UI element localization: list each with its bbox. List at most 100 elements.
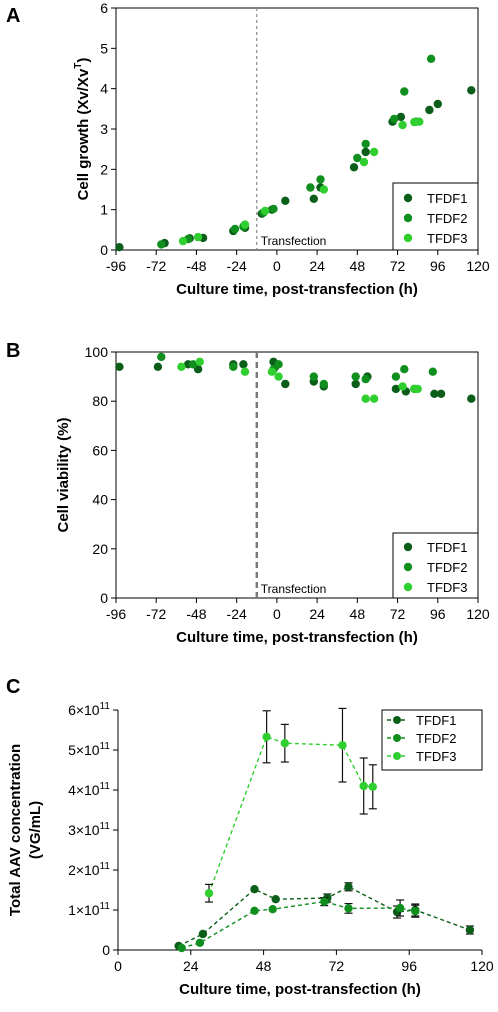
data-point	[262, 732, 271, 741]
legend-marker	[403, 193, 413, 203]
panel-label-c: C	[6, 676, 20, 698]
data-point	[157, 240, 166, 249]
data-point	[425, 105, 434, 115]
chart-panel-b: -96 -72 -48 -24 0 24 48 72 96 120 0 20 40 60 80 100 Cult…	[55, 344, 490, 646]
y-tick-mantissa: 5×10	[68, 742, 100, 758]
y-tick-exponent: 11	[100, 741, 111, 752]
y-tick-label: 3×1011	[68, 821, 110, 838]
y-tick-exponent: 11	[100, 701, 111, 712]
data-point	[250, 885, 259, 894]
legend-marker	[403, 542, 413, 552]
data-point	[229, 362, 238, 371]
x-tick-label: -96	[106, 606, 126, 622]
y-tick-exponent: 11	[100, 901, 111, 912]
y-tick-label: 80	[92, 393, 108, 409]
data-point	[269, 204, 278, 214]
x-tick-label: 48	[256, 958, 272, 974]
series-tfdf2	[177, 896, 420, 953]
data-point	[465, 925, 475, 935]
data-point	[369, 147, 379, 157]
data-point	[261, 206, 270, 216]
y-tick-exponent: 11	[100, 781, 111, 792]
y-tick-label: 5×1011	[68, 741, 110, 758]
x-tick-label: -72	[146, 258, 166, 274]
data-point	[274, 372, 283, 381]
x-tick-label: 24	[309, 606, 325, 622]
data-point	[239, 360, 248, 369]
data-point	[271, 895, 280, 904]
data-point	[368, 782, 377, 791]
data-point	[195, 357, 204, 366]
x-axis-label: Culture time, post-transfection (h)	[179, 981, 421, 998]
data-point	[306, 183, 315, 192]
data-point	[359, 157, 369, 167]
y-axis-label: Cell growth (Xv/XvT)	[73, 58, 92, 201]
data-point	[351, 379, 360, 389]
data-point	[390, 114, 399, 124]
data-point	[433, 99, 442, 109]
legend-marker	[403, 213, 413, 223]
y-tick-mantissa: 1×10	[68, 902, 100, 918]
y-axis-label-main: Cell growth (Xv/Xv	[75, 68, 92, 200]
data-point	[193, 232, 203, 242]
data-point	[178, 236, 188, 246]
data-point	[369, 394, 379, 403]
transfection-label: Transfection	[261, 234, 327, 248]
legend-marker	[403, 582, 413, 592]
data-point	[359, 781, 368, 791]
data-point	[411, 907, 420, 916]
data-point	[436, 389, 446, 398]
data-point	[268, 905, 277, 914]
data-point	[198, 929, 208, 939]
y-tick-mantissa: 0	[102, 942, 110, 958]
x-tick-label: 48	[350, 258, 366, 274]
data-point	[361, 394, 370, 403]
data-point	[395, 903, 405, 913]
legend-label: TFDF2	[427, 211, 467, 226]
y-tick-label: 4	[100, 81, 108, 97]
x-tick-label: 0	[114, 958, 122, 974]
series-tfdf3	[178, 117, 424, 246]
data-point	[153, 362, 163, 371]
data-point	[396, 112, 406, 122]
data-point	[467, 86, 476, 95]
y-tick-mantissa: 4×10	[68, 782, 100, 798]
x-tick-label: 0	[273, 258, 281, 274]
y-tick-label: 6×1011	[68, 701, 110, 718]
data-point	[195, 938, 205, 947]
series-tfdf1	[115, 357, 476, 403]
y-axis-label-line2: (VG/mL)	[27, 801, 44, 859]
series-tfdf1	[174, 882, 475, 951]
series-line	[208, 735, 373, 894]
y-tick-label: 40	[92, 492, 108, 508]
x-tick-label: 72	[329, 958, 345, 974]
data-point	[309, 194, 318, 203]
panel-label-b: B	[6, 340, 20, 362]
legend-label: TFDF3	[427, 580, 467, 595]
data-point	[280, 739, 289, 748]
y-axis-label-end: )	[75, 58, 92, 63]
y-tick-label: 60	[92, 442, 108, 458]
data-point	[177, 943, 186, 953]
legend-marker	[403, 562, 413, 572]
data-point	[467, 394, 476, 403]
x-tick-label: -48	[186, 606, 206, 622]
legend: TFDF1 TFDF2 TFDF3	[392, 532, 479, 599]
x-tick-label: 96	[401, 958, 417, 974]
y-tick-label: 0	[102, 942, 110, 958]
y-tick-label: 1	[100, 202, 108, 218]
x-tick-label: 24	[183, 958, 199, 974]
x-tick-label: 48	[350, 606, 366, 622]
legend-label: TFDF1	[427, 540, 467, 555]
data-point	[338, 741, 347, 750]
y-tick-label: 2	[100, 161, 108, 177]
data-point	[426, 54, 436, 63]
data-point	[351, 372, 360, 381]
data-point	[428, 367, 437, 376]
data-point	[400, 365, 409, 374]
data-point	[320, 897, 329, 906]
data-point	[281, 196, 290, 205]
data-point	[361, 139, 370, 149]
data-point	[319, 185, 328, 194]
